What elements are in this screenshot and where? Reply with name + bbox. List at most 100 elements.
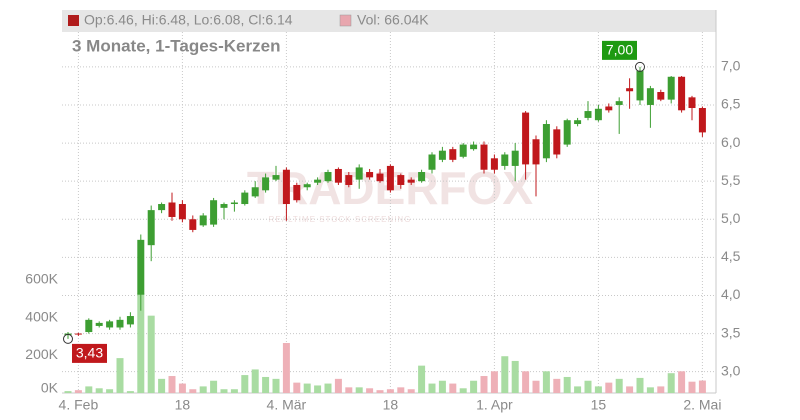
candle-body [501,154,509,166]
volume-bar [397,387,405,393]
x-tick-label: 4. Mär [267,397,307,413]
volume-bar [626,386,634,393]
header-volume: Vol: 66.04K [357,12,429,28]
volume-bar [64,391,72,393]
volume-bar [126,391,134,393]
volume-bar [418,365,426,393]
candle-body [199,215,207,226]
volume-bar [459,388,467,393]
candle-body [490,158,498,170]
candle-body [449,149,457,160]
candle-body [511,150,519,166]
volume-bar [345,387,353,393]
candle-body [334,168,342,183]
candle-body [189,219,197,230]
candle-body [646,88,654,105]
candle-body [698,108,706,133]
candle-body [366,172,374,178]
candle-body [594,108,602,121]
annotation-box [602,40,637,60]
volume-bar [199,386,207,393]
volume-bar [189,389,197,393]
candle-body [605,106,613,111]
x-tick-label: 4. Feb [59,397,99,413]
volume-bar [147,315,155,393]
candle-body [282,169,290,205]
x-tick-label: 15 [591,397,607,413]
candle-body [262,177,270,191]
candle-body [376,173,384,182]
volume-bar [532,380,540,393]
volume-bar [657,386,665,393]
candle-body [85,319,93,333]
candle-body [147,210,155,246]
header-swatch [68,15,79,26]
volume-bar [355,387,363,393]
volume-bar [698,380,706,393]
candle-body [168,202,176,217]
volume-bar [636,377,644,393]
volume-bar [542,371,550,393]
front-layer: 3 Monate, 1-Tages-Kerzen Op:6.46, Hi:6.48… [25,12,740,413]
y2-tick-label: 400K [25,308,58,324]
candle-body [553,129,561,155]
annotation-label: 3,43 [76,345,103,361]
volume-bar [303,383,311,393]
volume-bar [334,378,342,393]
volume-bar [74,390,82,393]
volume-bar [438,380,446,393]
y-tick-label: 3,5 [721,324,741,340]
back-layer: TRADERFOXREALTIME STOCK SCREENING [62,32,716,393]
volume-bar [428,383,436,393]
candle-body [251,187,259,197]
candle-body [688,97,696,109]
volume-bar [366,388,374,393]
volume-bar [480,376,488,393]
volume-bar [116,358,124,393]
volume-bar [168,376,176,393]
volume-bar [293,382,301,393]
candle-body [293,184,301,201]
candle-body [220,204,228,208]
candle-body [241,192,249,205]
y-tick-label: 5,5 [721,172,741,188]
candle-body [324,172,332,182]
x-tick-label: 1. Apr [476,397,513,413]
volume-bar [605,382,613,393]
candle-body [407,179,415,183]
volume-bar [272,378,280,393]
volume-bar [262,376,270,393]
header-band [62,10,716,32]
x-tick-label: 18 [175,397,191,413]
volume-bar [241,375,249,393]
candle-body [563,120,571,145]
y-tick-label: 6,0 [721,134,741,150]
volume-bar [324,383,332,393]
y-tick-label: 4,5 [721,248,741,264]
volume-bar [85,386,93,393]
y-tick-label: 6,5 [721,96,741,112]
candle-body [303,184,311,188]
volume-bar [574,386,582,393]
volume-bar [584,380,592,393]
y-tick-label: 3,0 [721,362,741,378]
volume-bar [251,369,259,393]
y-tick-label: 4,0 [721,286,741,302]
candle-body [678,76,686,111]
candle-body [386,165,394,191]
candle-body [480,144,488,170]
candle-body [459,144,467,157]
annotation-box [72,343,107,363]
candle-body [542,124,550,159]
candle-body [532,139,540,165]
candle-body [615,101,623,105]
annotation-marker [63,333,73,344]
candle-body [95,322,103,326]
volume-bar [230,389,238,393]
volume-bar [158,378,166,393]
candle-body [636,70,644,101]
y2-tick-label: 0K [41,380,59,396]
volume-bar [449,383,457,393]
